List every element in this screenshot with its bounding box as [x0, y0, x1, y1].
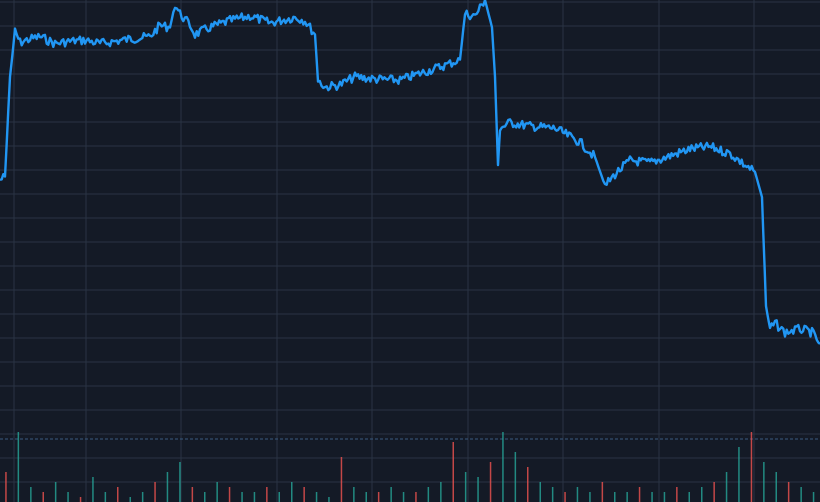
volume-bar: [701, 487, 703, 502]
volume-bar: [638, 487, 641, 502]
series-group: [0, 0, 820, 345]
volume-bar: [315, 492, 318, 502]
volume-bar: [502, 432, 504, 502]
volume-bar: [676, 487, 678, 502]
volume-bar: [427, 487, 430, 502]
volume-bar: [626, 492, 628, 502]
volume-bar: [800, 487, 802, 502]
volume-bar: [390, 487, 392, 502]
volume-bar: [204, 492, 206, 502]
volume-bar: [129, 497, 131, 502]
volume-bar: [489, 462, 492, 502]
volume-bar: [377, 492, 380, 502]
volume-bar: [589, 492, 591, 502]
volume-bar: [812, 492, 815, 502]
series-line: [0, 0, 820, 345]
volume-bar: [278, 492, 280, 502]
volume-bar: [464, 472, 467, 502]
volume-bar: [452, 442, 454, 502]
volume-bar: [738, 447, 740, 502]
volume-bar: [79, 497, 82, 502]
volume-bar: [477, 477, 479, 502]
volume-bar: [104, 492, 107, 502]
volume-bar: [725, 472, 728, 502]
volume-bar: [614, 492, 616, 502]
volume-bar: [216, 482, 218, 502]
volume-bar: [67, 492, 69, 502]
volume-bar: [17, 432, 20, 502]
volume-bar: [551, 487, 554, 502]
volume-bar: [5, 472, 7, 502]
volume-bar: [291, 482, 293, 502]
volume-bar: [750, 432, 753, 502]
volume-bar: [688, 492, 690, 502]
volume-bar: [440, 482, 442, 502]
volume-bar: [775, 472, 777, 502]
volume-bar: [30, 487, 32, 502]
volume-bar: [663, 492, 666, 502]
volume-bar: [228, 487, 231, 502]
volume-bar: [166, 472, 169, 502]
volume-bar: [353, 487, 355, 502]
volume-bar: [328, 497, 330, 502]
volume-bar: [340, 457, 343, 502]
volume-bar: [365, 492, 367, 502]
volume-bars: [5, 432, 815, 502]
volume-bar: [415, 492, 417, 502]
volume-bar: [713, 482, 715, 502]
volume-bar: [527, 467, 529, 502]
volume-bar: [179, 462, 181, 502]
volume-bar: [241, 492, 243, 502]
volume-bar: [576, 487, 579, 502]
volume-bar: [42, 492, 44, 502]
volume-bar: [763, 462, 765, 502]
volume-bar: [141, 492, 144, 502]
volume-bar: [514, 452, 517, 502]
volume-bar: [303, 487, 305, 502]
volume-bar: [266, 487, 268, 502]
volume-bar: [564, 492, 566, 502]
volume-bar: [117, 487, 119, 502]
volume-bar: [54, 482, 57, 502]
volume-bar: [253, 492, 256, 502]
volume-bar: [191, 487, 194, 502]
volume-bar: [92, 477, 94, 502]
volume-bar: [402, 492, 405, 502]
volume-bar: [154, 482, 156, 502]
volume-bar: [787, 482, 790, 502]
volume-bar: [539, 482, 541, 502]
volume-bar: [651, 492, 653, 502]
volume-bar: [601, 482, 604, 502]
